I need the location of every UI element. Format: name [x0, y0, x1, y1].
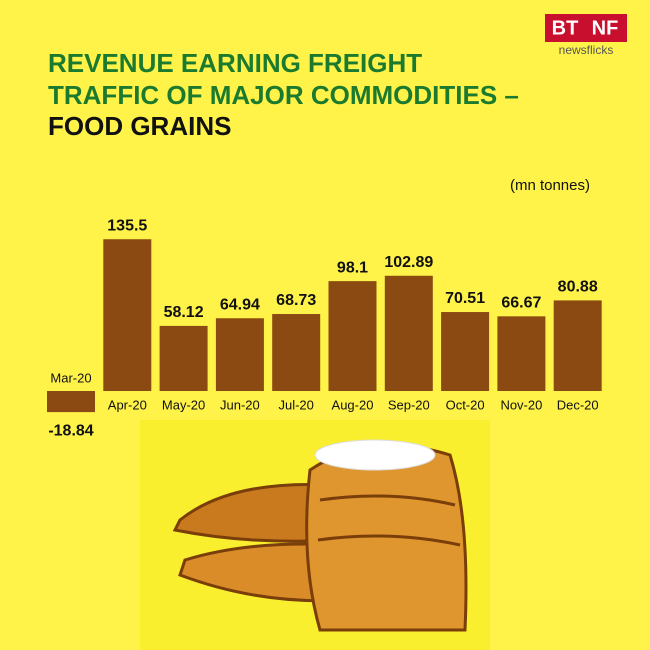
bar	[159, 325, 208, 391]
bar	[384, 275, 433, 391]
x-tick-label: May-20	[162, 397, 205, 412]
unit-label: (mn tonnes)	[510, 177, 590, 194]
logo-left: BT	[552, 17, 579, 39]
logo-right: NF	[592, 17, 619, 39]
x-tick-label: Jun-20	[220, 397, 260, 412]
logo-box	[545, 14, 627, 42]
bar	[47, 391, 95, 413]
value-label: 70.51	[445, 290, 485, 307]
bar	[441, 312, 490, 391]
x-tick-label: Dec-20	[557, 397, 599, 412]
value-label: 80.88	[558, 279, 598, 296]
value-label: 64.94	[220, 296, 260, 313]
title-line: FOOD GRAINS	[48, 111, 231, 141]
value-label: 135.5	[107, 217, 147, 234]
bar	[215, 318, 264, 391]
x-tick-label: Jul-20	[278, 397, 313, 412]
value-label: 68.73	[276, 292, 316, 309]
value-label: 66.67	[501, 295, 541, 312]
title-line: TRAFFIC OF MAJOR COMMODITIES –	[48, 80, 519, 110]
bar	[272, 314, 321, 391]
value-label: 98.1	[337, 259, 368, 276]
bar	[497, 316, 546, 391]
x-tick-label: Sep-20	[388, 397, 430, 412]
x-tick-label: Aug-20	[332, 397, 374, 412]
bar	[553, 300, 602, 391]
x-tick-label: Oct-20	[446, 397, 485, 412]
value-label: 58.12	[164, 304, 204, 321]
bar	[103, 239, 152, 391]
x-tick-label: Apr-20	[108, 397, 147, 412]
sacks-illustration	[172, 439, 468, 632]
value-label: 102.89	[384, 254, 433, 271]
logo-sub: newsflicks	[559, 43, 614, 57]
bar	[328, 281, 377, 391]
title-line: REVENUE EARNING FREIGHT	[48, 48, 422, 78]
value-label: -18.84	[48, 422, 93, 439]
x-tick-label: Mar-20	[50, 370, 91, 385]
x-tick-label: Nov-20	[500, 397, 542, 412]
